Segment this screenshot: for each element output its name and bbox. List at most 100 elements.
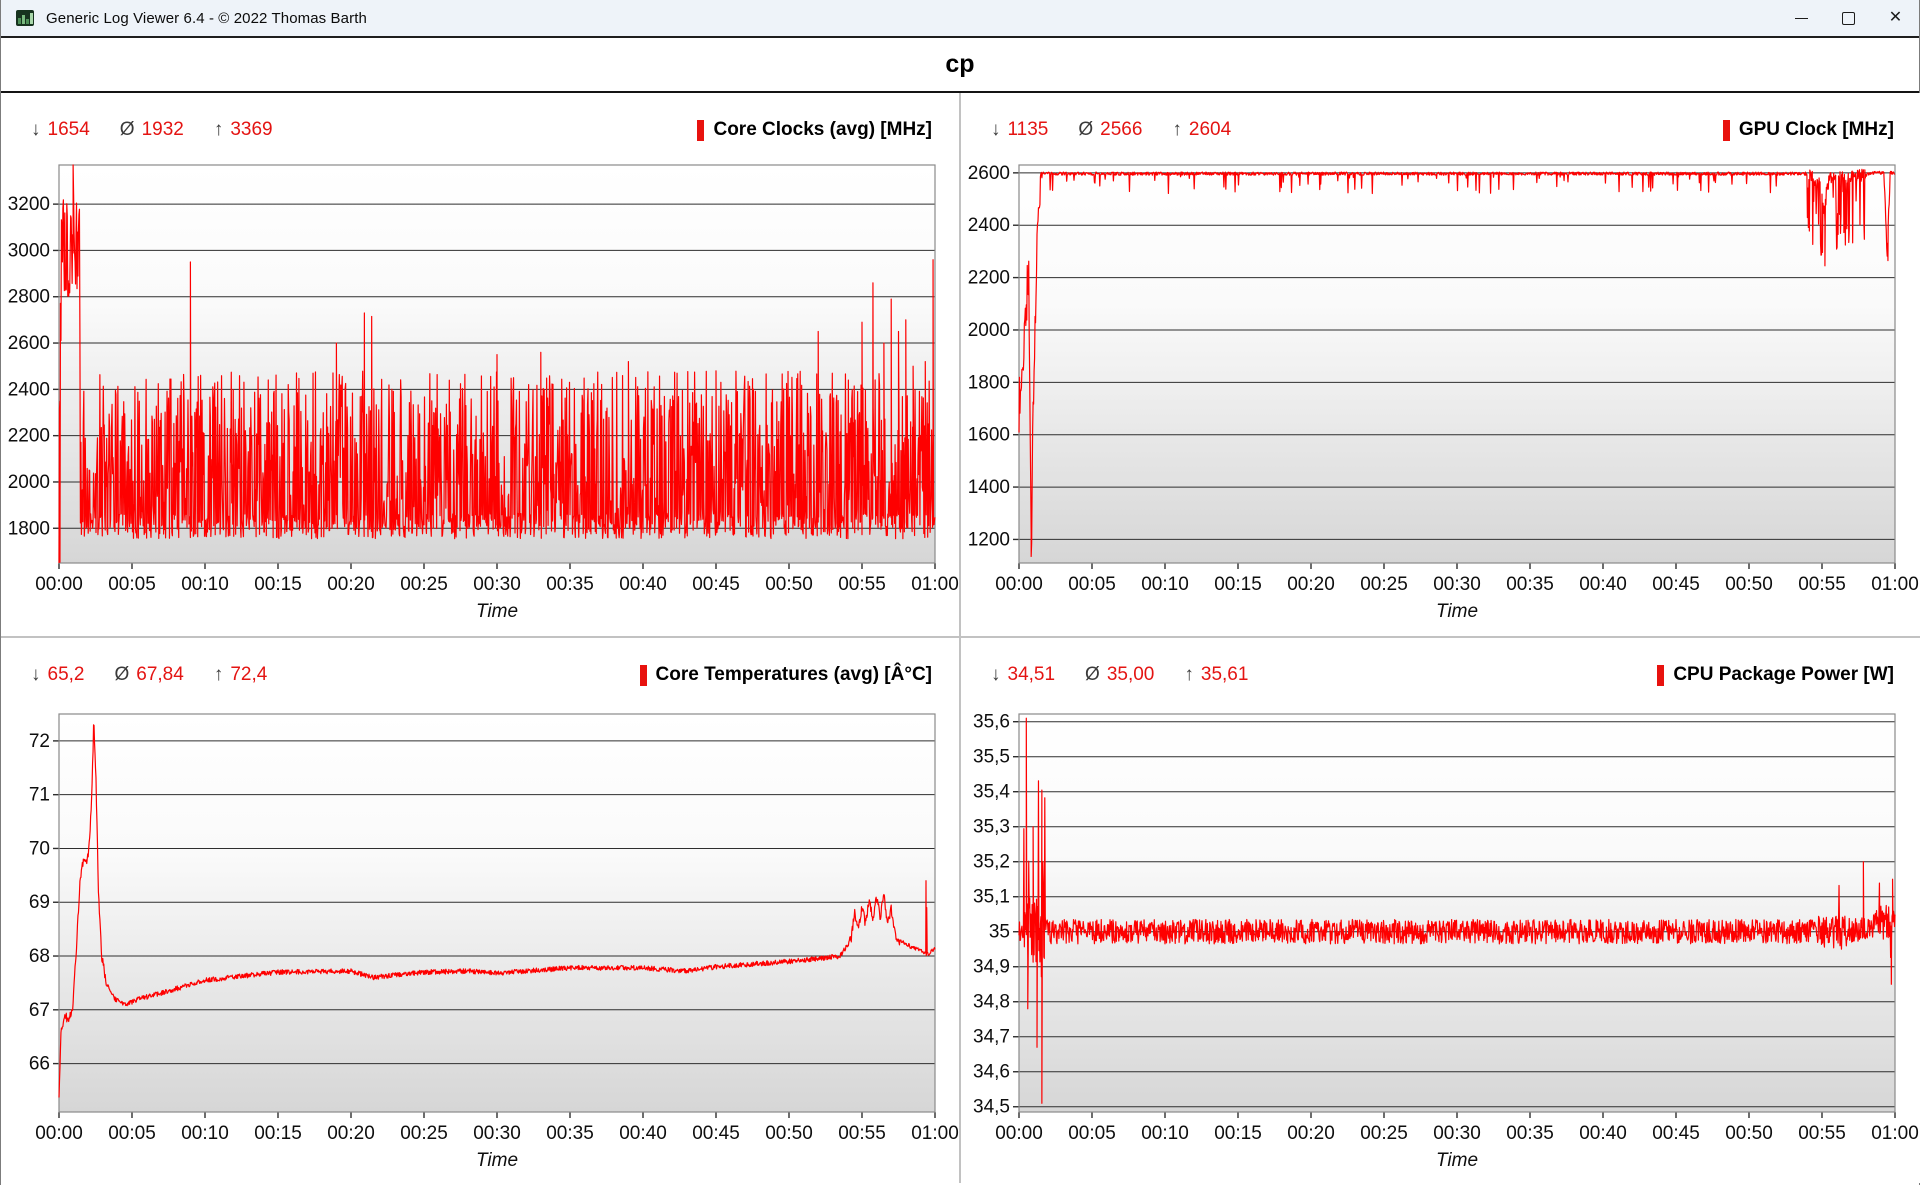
y-tick-label: 35,6 — [973, 712, 1010, 733]
y-tick-label: 2800 — [8, 287, 50, 308]
y-tick-label: 68 — [29, 946, 50, 967]
plot-border — [1018, 164, 1896, 564]
x-tick-label: 00:40 — [1579, 574, 1627, 595]
y-tick-label: 2400 — [8, 379, 50, 400]
y-tick-label: 35,1 — [973, 887, 1010, 908]
x-axis-title: Time — [476, 601, 518, 622]
y-tick-label: 2000 — [8, 472, 50, 493]
stat-avg: 67,84 — [136, 664, 184, 685]
stat-avg: 35,00 — [1106, 664, 1155, 685]
chart-canvas-cpu-package-power[interactable]: 35,6 35,5 35,4 35,3 35,2 35,1 35 34,9 34,8 34,7 34… — [961, 638, 1920, 1183]
x-tick-label: 00:00 — [35, 574, 83, 595]
minimize-button[interactable] — [1778, 0, 1825, 36]
y-tick-label: 66 — [29, 1054, 50, 1075]
x-tick-label: 00:45 — [692, 574, 740, 595]
y-tick-label: 70 — [29, 838, 50, 859]
x-tick-label: 00:25 — [1360, 1123, 1408, 1144]
chart-head: ↓ 34,51 Ø 35,00 ↑ 35,61 CPU Package Powe… — [991, 659, 1894, 691]
stat-avg: 2566 — [1100, 119, 1143, 140]
chart-panel-cpu-package-power: ↓ 34,51 Ø 35,00 ↑ 35,61 CPU Package Powe… — [961, 638, 1920, 1183]
min-arrow-icon: ↓ — [31, 664, 41, 685]
x-tick-label: 00:30 — [473, 574, 521, 595]
y-tick-label: 35,5 — [973, 747, 1010, 768]
x-axis-title: Time — [1436, 601, 1478, 622]
data-series-line — [58, 724, 936, 1098]
stat-max: 35,61 — [1200, 664, 1249, 685]
max-arrow-icon: ↑ — [1184, 664, 1194, 685]
y-tick-label: 3200 — [8, 194, 50, 215]
y-tick-label: 35,3 — [973, 817, 1010, 838]
min-arrow-icon: ↓ — [991, 119, 1001, 140]
stat-min: 1654 — [47, 119, 90, 140]
y-tick-label: 34,8 — [973, 992, 1010, 1013]
chart-legend: Core Clocks (avg) [MHz] — [697, 119, 932, 141]
chart-head: ↓ 1654 Ø 1932 ↑ 3369 Core Clocks (avg) [… — [31, 114, 932, 146]
y-tick-label: 3000 — [8, 240, 50, 261]
y-tick-label: 1400 — [968, 477, 1010, 498]
chart-title: GPU Clock [MHz] — [1738, 119, 1894, 140]
y-tick-label: 2000 — [968, 320, 1010, 341]
chart-canvas-core-clocks[interactable]: 3200 3000 2800 2600 2400 2200 2000 1800 00:00 00:… — [1, 93, 961, 638]
y-tick-label: 2200 — [8, 426, 50, 447]
x-tick-label: 00:15 — [1214, 1123, 1262, 1144]
avg-icon: Ø — [114, 664, 130, 685]
y-tick-label: 34,5 — [973, 1097, 1010, 1118]
app-icon — [15, 8, 35, 28]
titlebar: Generic Log Viewer 6.4 - © 2022 Thomas B… — [1, 0, 1919, 38]
y-tick-label: 34,9 — [973, 957, 1010, 978]
data-series-line — [58, 164, 936, 564]
chart-stats: ↓ 1654 Ø 1932 ↑ 3369 — [31, 119, 273, 141]
chart-legend: Core Temperatures (avg) [Â°C] — [639, 664, 932, 686]
stat-max: 3369 — [230, 119, 273, 140]
y-tick-label: 2400 — [968, 215, 1010, 236]
chart-title: CPU Package Power [W] — [1673, 664, 1894, 685]
chart-canvas-core-temperatures[interactable]: 72 71 70 69 68 67 66 00:00 00:05 00:10 00:15 00:20 0… — [1, 638, 961, 1183]
y-tick-label: 69 — [29, 892, 50, 913]
stat-min: 65,2 — [47, 664, 85, 685]
x-tick-label: 00:35 — [1506, 1123, 1554, 1144]
x-tick-label: 00:35 — [546, 1123, 594, 1144]
x-tick-label: 01:00 — [911, 1123, 959, 1144]
chart-panel-gpu-clock: ↓ 1135 Ø 2566 ↑ 2604 GPU Clock [MHz] 260… — [961, 93, 1920, 638]
chart-legend: CPU Package Power [W] — [1657, 664, 1894, 686]
maximize-button[interactable] — [1825, 0, 1872, 36]
x-tick-label: 00:25 — [400, 1123, 448, 1144]
window-title: Generic Log Viewer 6.4 - © 2022 Thomas B… — [46, 9, 367, 27]
x-tick-label: 00:30 — [1433, 574, 1481, 595]
page-title: cp — [945, 50, 975, 78]
x-tick-label: 00:55 — [838, 1123, 886, 1144]
x-tick-label: 00:45 — [1652, 1123, 1700, 1144]
x-tick-label: 00:00 — [35, 1123, 83, 1144]
chart-canvas-gpu-clock[interactable]: 2600 2400 2200 2000 1800 1600 1400 1200 00:00 00:… — [961, 93, 1920, 638]
x-tick-label: 00:20 — [327, 1123, 375, 1144]
x-tick-label: 00:35 — [1506, 574, 1554, 595]
maximize-icon — [1842, 11, 1855, 25]
min-arrow-icon: ↓ — [31, 119, 41, 140]
x-tick-label: 00:10 — [181, 1123, 229, 1144]
minimize-icon — [1795, 17, 1808, 19]
chart-panel-core-clocks: ↓ 1654 Ø 1932 ↑ 3369 Core Clocks (avg) [… — [1, 93, 961, 638]
x-tick-label: 00:10 — [181, 574, 229, 595]
x-tick-label: 00:55 — [838, 574, 886, 595]
x-tick-label: 00:35 — [546, 574, 594, 595]
y-tick-label: 72 — [29, 731, 50, 752]
data-series-line — [1018, 717, 1896, 1104]
close-icon: ✕ — [1888, 9, 1903, 26]
max-arrow-icon: ↑ — [213, 664, 224, 685]
plot-border — [58, 713, 936, 1113]
legend-marker-icon — [1657, 664, 1665, 686]
x-tick-label: 00:50 — [765, 574, 813, 595]
x-tick-label: 00:20 — [1287, 574, 1335, 595]
y-tick-label: 35,2 — [973, 852, 1010, 873]
close-button[interactable]: ✕ — [1872, 0, 1919, 36]
chart-stats: ↓ 34,51 Ø 35,00 ↑ 35,61 — [991, 664, 1248, 686]
chart-head: ↓ 65,2 Ø 67,84 ↑ 72,4 Core Temperatures … — [31, 659, 932, 691]
x-tick-label: 00:15 — [254, 574, 302, 595]
chart-stats: ↓ 65,2 Ø 67,84 ↑ 72,4 — [31, 664, 267, 686]
y-tick-label: 35,4 — [973, 782, 1010, 803]
stat-avg: 1932 — [141, 119, 184, 140]
y-tick-label: 1800 — [8, 518, 50, 539]
y-tick-label: 34,6 — [973, 1062, 1010, 1083]
stat-max: 72,4 — [230, 664, 268, 685]
header-band: cp — [1, 38, 1919, 93]
